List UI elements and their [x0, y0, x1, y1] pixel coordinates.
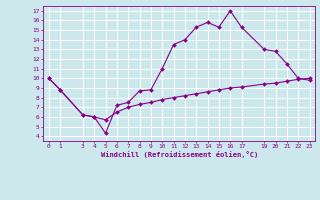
X-axis label: Windchill (Refroidissement éolien,°C): Windchill (Refroidissement éolien,°C): [100, 151, 258, 158]
